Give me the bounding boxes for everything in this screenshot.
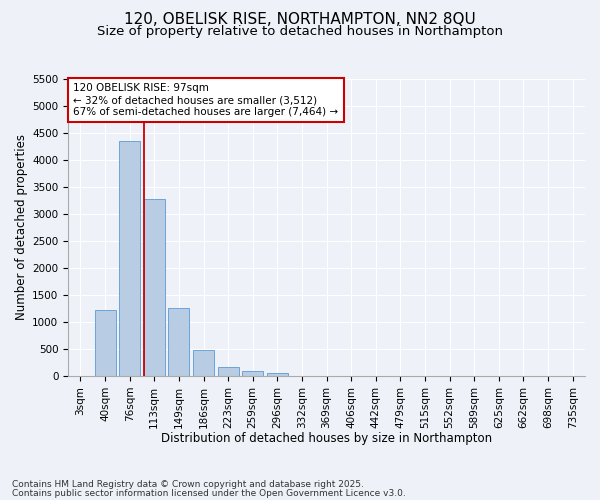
Bar	[193, 350, 214, 376]
Bar	[119, 141, 140, 376]
Bar	[95, 310, 116, 376]
Y-axis label: Number of detached properties: Number of detached properties	[15, 134, 28, 320]
Bar	[218, 366, 239, 376]
Bar	[242, 371, 263, 376]
Text: 120 OBELISK RISE: 97sqm
← 32% of detached houses are smaller (3,512)
67% of semi: 120 OBELISK RISE: 97sqm ← 32% of detache…	[73, 84, 338, 116]
Text: Contains public sector information licensed under the Open Government Licence v3: Contains public sector information licen…	[12, 488, 406, 498]
Bar	[144, 199, 165, 376]
Text: 120, OBELISK RISE, NORTHAMPTON, NN2 8QU: 120, OBELISK RISE, NORTHAMPTON, NN2 8QU	[124, 12, 476, 28]
Text: Contains HM Land Registry data © Crown copyright and database right 2025.: Contains HM Land Registry data © Crown c…	[12, 480, 364, 489]
Text: Size of property relative to detached houses in Northampton: Size of property relative to detached ho…	[97, 25, 503, 38]
X-axis label: Distribution of detached houses by size in Northampton: Distribution of detached houses by size …	[161, 432, 492, 445]
Bar	[169, 308, 190, 376]
Bar	[267, 374, 288, 376]
